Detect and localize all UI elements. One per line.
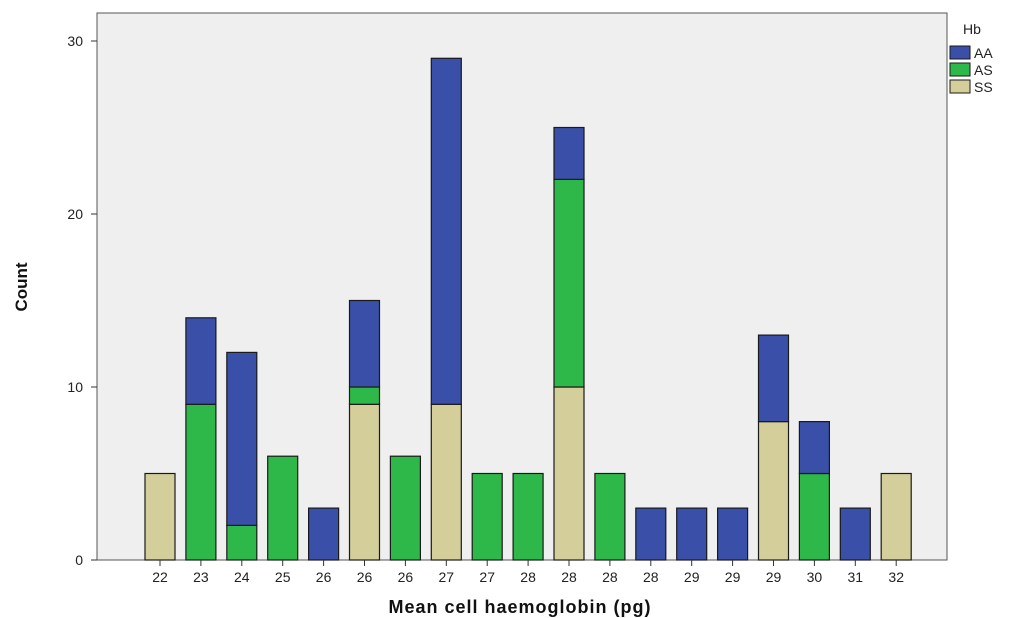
y-axis-title: Count: [12, 262, 31, 311]
x-tick-label: 24: [234, 569, 250, 585]
x-tick-label: 28: [643, 569, 659, 585]
bar-ss-11: [553, 386, 585, 561]
x-tick-label: 30: [807, 569, 823, 585]
bar-ss-8: [430, 403, 462, 561]
legend-label-aa: AA: [974, 45, 993, 61]
x-tick-label: 31: [848, 569, 864, 585]
x-tick-label: 28: [520, 569, 536, 585]
bar-aa-2: [185, 317, 217, 405]
legend-title: Hb: [963, 21, 981, 37]
legend-swatch-as: [949, 62, 971, 77]
bar-as-11: [553, 178, 585, 388]
bar-aa-6: [348, 299, 381, 388]
x-tick-label: 27: [439, 569, 455, 585]
legend-label-as: AS: [974, 62, 993, 78]
bar-as-7: [389, 455, 421, 561]
y-tick-label: 0: [75, 552, 83, 568]
bar-as-17: [798, 472, 831, 561]
x-tick-label: 26: [398, 569, 414, 585]
x-axis-title: Mean cell haemoglobin (pg): [388, 597, 651, 617]
bar-aa-14: [676, 507, 708, 561]
y-tick-label: 20: [67, 206, 83, 222]
bars-group: [144, 57, 912, 561]
bar-ss-6: [348, 403, 381, 561]
bar-as-4: [267, 455, 299, 561]
x-tick-label: 25: [275, 569, 291, 585]
legend-swatch-ss: [949, 79, 971, 94]
bar-as-6: [348, 386, 381, 405]
bar-as-3: [226, 524, 258, 561]
x-tick-label: 27: [479, 569, 495, 585]
bar-aa-17: [798, 421, 831, 475]
bar-aa-15: [716, 507, 749, 561]
bar-aa-3: [226, 351, 258, 526]
bar-as-10: [512, 472, 544, 561]
x-axis: 22 23 24 25 26 26 26 27 27 28 28 28 28 29 29 29 30 31 32: [152, 560, 904, 585]
x-tick-label: 23: [193, 569, 209, 585]
bar-ss-1: [144, 472, 176, 561]
y-tick-label: 10: [67, 379, 83, 395]
bar-as-2: [185, 403, 217, 561]
x-tick-label: 26: [357, 569, 373, 585]
y-axis: 0 10 20 30: [67, 33, 97, 568]
x-tick-label: 26: [316, 569, 332, 585]
x-tick-label: 28: [561, 569, 577, 585]
x-tick-label: 28: [602, 569, 618, 585]
x-tick-label: 22: [152, 569, 168, 585]
bar-aa-18: [839, 507, 871, 561]
bar-as-9: [471, 472, 503, 561]
x-tick-label: 29: [766, 569, 782, 585]
bar-ss-16: [757, 421, 790, 561]
x-tick-label: 32: [888, 569, 904, 585]
bar-aa-16: [757, 334, 790, 423]
bar-aa-11: [553, 126, 585, 181]
bar-aa-8: [430, 57, 462, 405]
x-tick-label: 29: [725, 569, 741, 585]
y-tick-label: 30: [67, 33, 83, 49]
bar-aa-5: [308, 507, 340, 561]
bar-aa-13: [635, 507, 667, 561]
bar-ss-19: [880, 472, 912, 561]
bar-as-12: [594, 472, 626, 561]
x-tick-label: 29: [684, 569, 700, 585]
legend-swatch-aa: [949, 45, 971, 60]
legend-label-ss: SS: [974, 79, 993, 95]
